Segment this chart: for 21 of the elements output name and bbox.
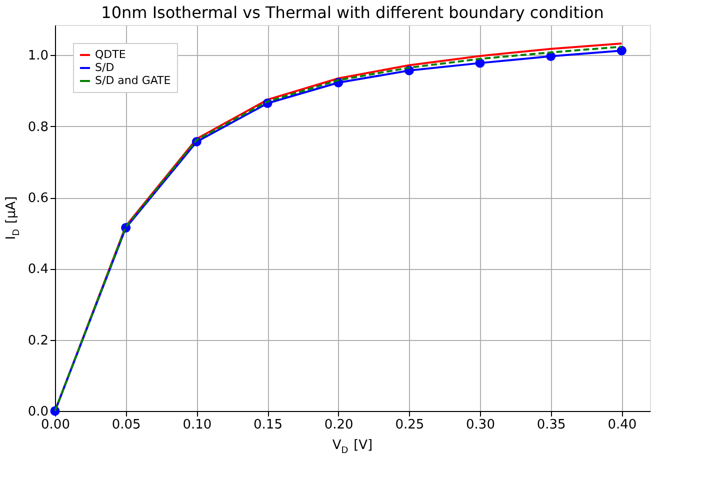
y-tick-label: 0.4 (28, 262, 48, 278)
x-tick-label: 0.25 (395, 418, 424, 432)
x-tick-label: 0.30 (466, 418, 495, 432)
x-tick-label: 0.15 (254, 418, 282, 432)
y-axis-title: ID [μA] (4, 196, 22, 240)
x-tick-label: 0.00 (41, 418, 70, 432)
y-tick-label: 1.0 (28, 48, 48, 64)
y-tick-label: 0.2 (28, 333, 48, 348)
legend-label: S/D and GATE (95, 74, 171, 87)
x-tick-label: 0.35 (536, 418, 566, 432)
point (616, 46, 626, 56)
y-tick-label: 0.6 (28, 191, 48, 206)
y-tick-label: 0.0 (28, 404, 48, 420)
x-tick-label: 0.40 (608, 418, 637, 432)
chart-title: 10nm Isothermal vs Thermal with different boundary condition (101, 3, 604, 22)
x-tick-label: 0.10 (182, 418, 212, 432)
legend-label: QDTE (95, 48, 126, 61)
x-tick-label: 0.05 (112, 418, 141, 432)
y-tick-label: 0.8 (28, 120, 48, 135)
legend-label: S/D (95, 61, 114, 74)
x-tick-label: 0.20 (324, 418, 354, 432)
